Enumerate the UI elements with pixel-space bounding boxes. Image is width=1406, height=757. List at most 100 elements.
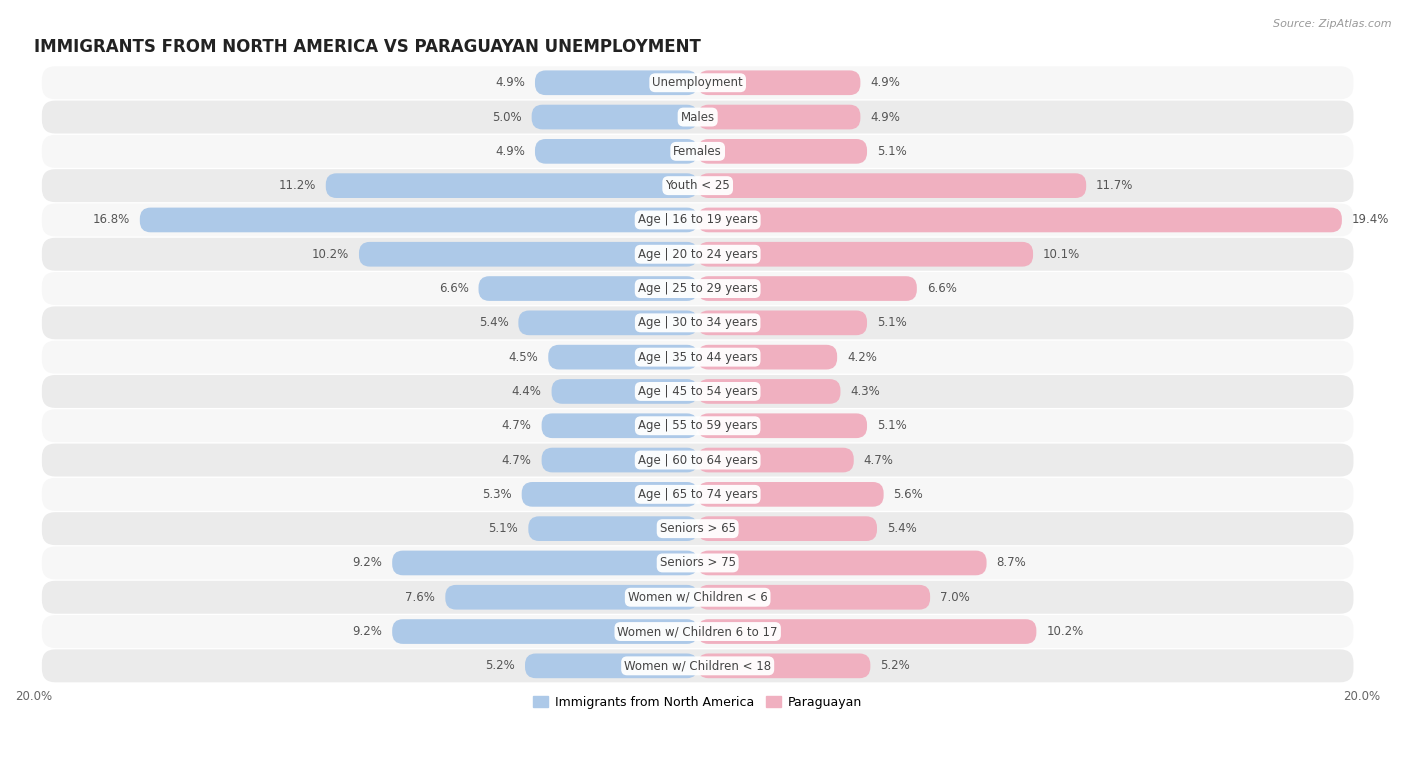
- Text: IMMIGRANTS FROM NORTH AMERICA VS PARAGUAYAN UNEMPLOYMENT: IMMIGRANTS FROM NORTH AMERICA VS PARAGUA…: [34, 38, 700, 56]
- FancyBboxPatch shape: [42, 650, 1354, 682]
- FancyBboxPatch shape: [42, 581, 1354, 614]
- FancyBboxPatch shape: [42, 512, 1354, 545]
- FancyBboxPatch shape: [697, 173, 1087, 198]
- FancyBboxPatch shape: [529, 516, 697, 541]
- Text: Source: ZipAtlas.com: Source: ZipAtlas.com: [1274, 19, 1392, 29]
- FancyBboxPatch shape: [42, 410, 1354, 442]
- FancyBboxPatch shape: [392, 619, 697, 644]
- Text: 11.7%: 11.7%: [1097, 179, 1133, 192]
- FancyBboxPatch shape: [534, 139, 697, 164]
- Legend: Immigrants from North America, Paraguayan: Immigrants from North America, Paraguaya…: [529, 691, 868, 714]
- FancyBboxPatch shape: [697, 70, 860, 95]
- Text: Seniors > 75: Seniors > 75: [659, 556, 735, 569]
- Text: 4.3%: 4.3%: [851, 385, 880, 398]
- FancyBboxPatch shape: [42, 238, 1354, 271]
- Text: 6.6%: 6.6%: [439, 282, 468, 295]
- Text: 4.2%: 4.2%: [846, 350, 877, 363]
- Text: 11.2%: 11.2%: [278, 179, 316, 192]
- Text: 5.1%: 5.1%: [877, 419, 907, 432]
- Text: 4.9%: 4.9%: [495, 145, 524, 158]
- FancyBboxPatch shape: [42, 547, 1354, 579]
- Text: Age | 25 to 29 years: Age | 25 to 29 years: [638, 282, 758, 295]
- FancyBboxPatch shape: [42, 272, 1354, 305]
- Text: 4.9%: 4.9%: [495, 76, 524, 89]
- Text: 5.6%: 5.6%: [894, 488, 924, 501]
- Text: Unemployment: Unemployment: [652, 76, 742, 89]
- FancyBboxPatch shape: [541, 413, 697, 438]
- Text: 5.4%: 5.4%: [478, 316, 509, 329]
- Text: Age | 16 to 19 years: Age | 16 to 19 years: [638, 213, 758, 226]
- FancyBboxPatch shape: [524, 653, 697, 678]
- FancyBboxPatch shape: [392, 550, 697, 575]
- FancyBboxPatch shape: [697, 344, 837, 369]
- FancyBboxPatch shape: [42, 307, 1354, 339]
- FancyBboxPatch shape: [534, 70, 697, 95]
- FancyBboxPatch shape: [551, 379, 697, 403]
- Text: 4.5%: 4.5%: [509, 350, 538, 363]
- FancyBboxPatch shape: [541, 447, 697, 472]
- FancyBboxPatch shape: [697, 653, 870, 678]
- Text: 16.8%: 16.8%: [93, 213, 129, 226]
- FancyBboxPatch shape: [697, 482, 883, 506]
- Text: 10.2%: 10.2%: [1046, 625, 1084, 638]
- Text: 4.9%: 4.9%: [870, 76, 900, 89]
- FancyBboxPatch shape: [42, 135, 1354, 168]
- FancyBboxPatch shape: [446, 585, 697, 609]
- Text: Age | 30 to 34 years: Age | 30 to 34 years: [638, 316, 758, 329]
- Text: 5.2%: 5.2%: [485, 659, 515, 672]
- FancyBboxPatch shape: [42, 341, 1354, 374]
- FancyBboxPatch shape: [42, 101, 1354, 133]
- FancyBboxPatch shape: [42, 444, 1354, 476]
- FancyBboxPatch shape: [697, 585, 931, 609]
- FancyBboxPatch shape: [697, 104, 860, 129]
- Text: 7.6%: 7.6%: [405, 590, 436, 604]
- FancyBboxPatch shape: [697, 207, 1341, 232]
- FancyBboxPatch shape: [42, 204, 1354, 236]
- FancyBboxPatch shape: [697, 413, 868, 438]
- Text: 9.2%: 9.2%: [353, 625, 382, 638]
- Text: 5.1%: 5.1%: [877, 316, 907, 329]
- FancyBboxPatch shape: [697, 550, 987, 575]
- Text: 4.9%: 4.9%: [870, 111, 900, 123]
- Text: Women w/ Children < 6: Women w/ Children < 6: [628, 590, 768, 604]
- Text: 5.0%: 5.0%: [492, 111, 522, 123]
- Text: 10.1%: 10.1%: [1043, 248, 1080, 260]
- FancyBboxPatch shape: [697, 242, 1033, 266]
- FancyBboxPatch shape: [697, 139, 868, 164]
- Text: Age | 45 to 54 years: Age | 45 to 54 years: [638, 385, 758, 398]
- Text: 5.1%: 5.1%: [877, 145, 907, 158]
- Text: 8.7%: 8.7%: [997, 556, 1026, 569]
- FancyBboxPatch shape: [42, 169, 1354, 202]
- FancyBboxPatch shape: [697, 619, 1036, 644]
- Text: Age | 60 to 64 years: Age | 60 to 64 years: [638, 453, 758, 466]
- Text: Age | 65 to 74 years: Age | 65 to 74 years: [638, 488, 758, 501]
- Text: 4.7%: 4.7%: [502, 419, 531, 432]
- Text: Seniors > 65: Seniors > 65: [659, 522, 735, 535]
- FancyBboxPatch shape: [42, 478, 1354, 511]
- FancyBboxPatch shape: [42, 67, 1354, 99]
- Text: 7.0%: 7.0%: [941, 590, 970, 604]
- Text: 6.6%: 6.6%: [927, 282, 956, 295]
- Text: 4.7%: 4.7%: [502, 453, 531, 466]
- FancyBboxPatch shape: [697, 276, 917, 301]
- FancyBboxPatch shape: [326, 173, 697, 198]
- Text: Age | 55 to 59 years: Age | 55 to 59 years: [638, 419, 758, 432]
- Text: 5.3%: 5.3%: [482, 488, 512, 501]
- Text: 5.2%: 5.2%: [880, 659, 910, 672]
- Text: Age | 35 to 44 years: Age | 35 to 44 years: [638, 350, 758, 363]
- Text: Males: Males: [681, 111, 714, 123]
- Text: Women w/ Children 6 to 17: Women w/ Children 6 to 17: [617, 625, 778, 638]
- FancyBboxPatch shape: [697, 516, 877, 541]
- FancyBboxPatch shape: [531, 104, 697, 129]
- Text: Age | 20 to 24 years: Age | 20 to 24 years: [638, 248, 758, 260]
- FancyBboxPatch shape: [697, 379, 841, 403]
- FancyBboxPatch shape: [522, 482, 697, 506]
- FancyBboxPatch shape: [359, 242, 697, 266]
- FancyBboxPatch shape: [478, 276, 697, 301]
- Text: 10.2%: 10.2%: [312, 248, 349, 260]
- Text: Youth < 25: Youth < 25: [665, 179, 730, 192]
- FancyBboxPatch shape: [42, 375, 1354, 408]
- Text: 5.4%: 5.4%: [887, 522, 917, 535]
- Text: Women w/ Children < 18: Women w/ Children < 18: [624, 659, 772, 672]
- Text: Females: Females: [673, 145, 723, 158]
